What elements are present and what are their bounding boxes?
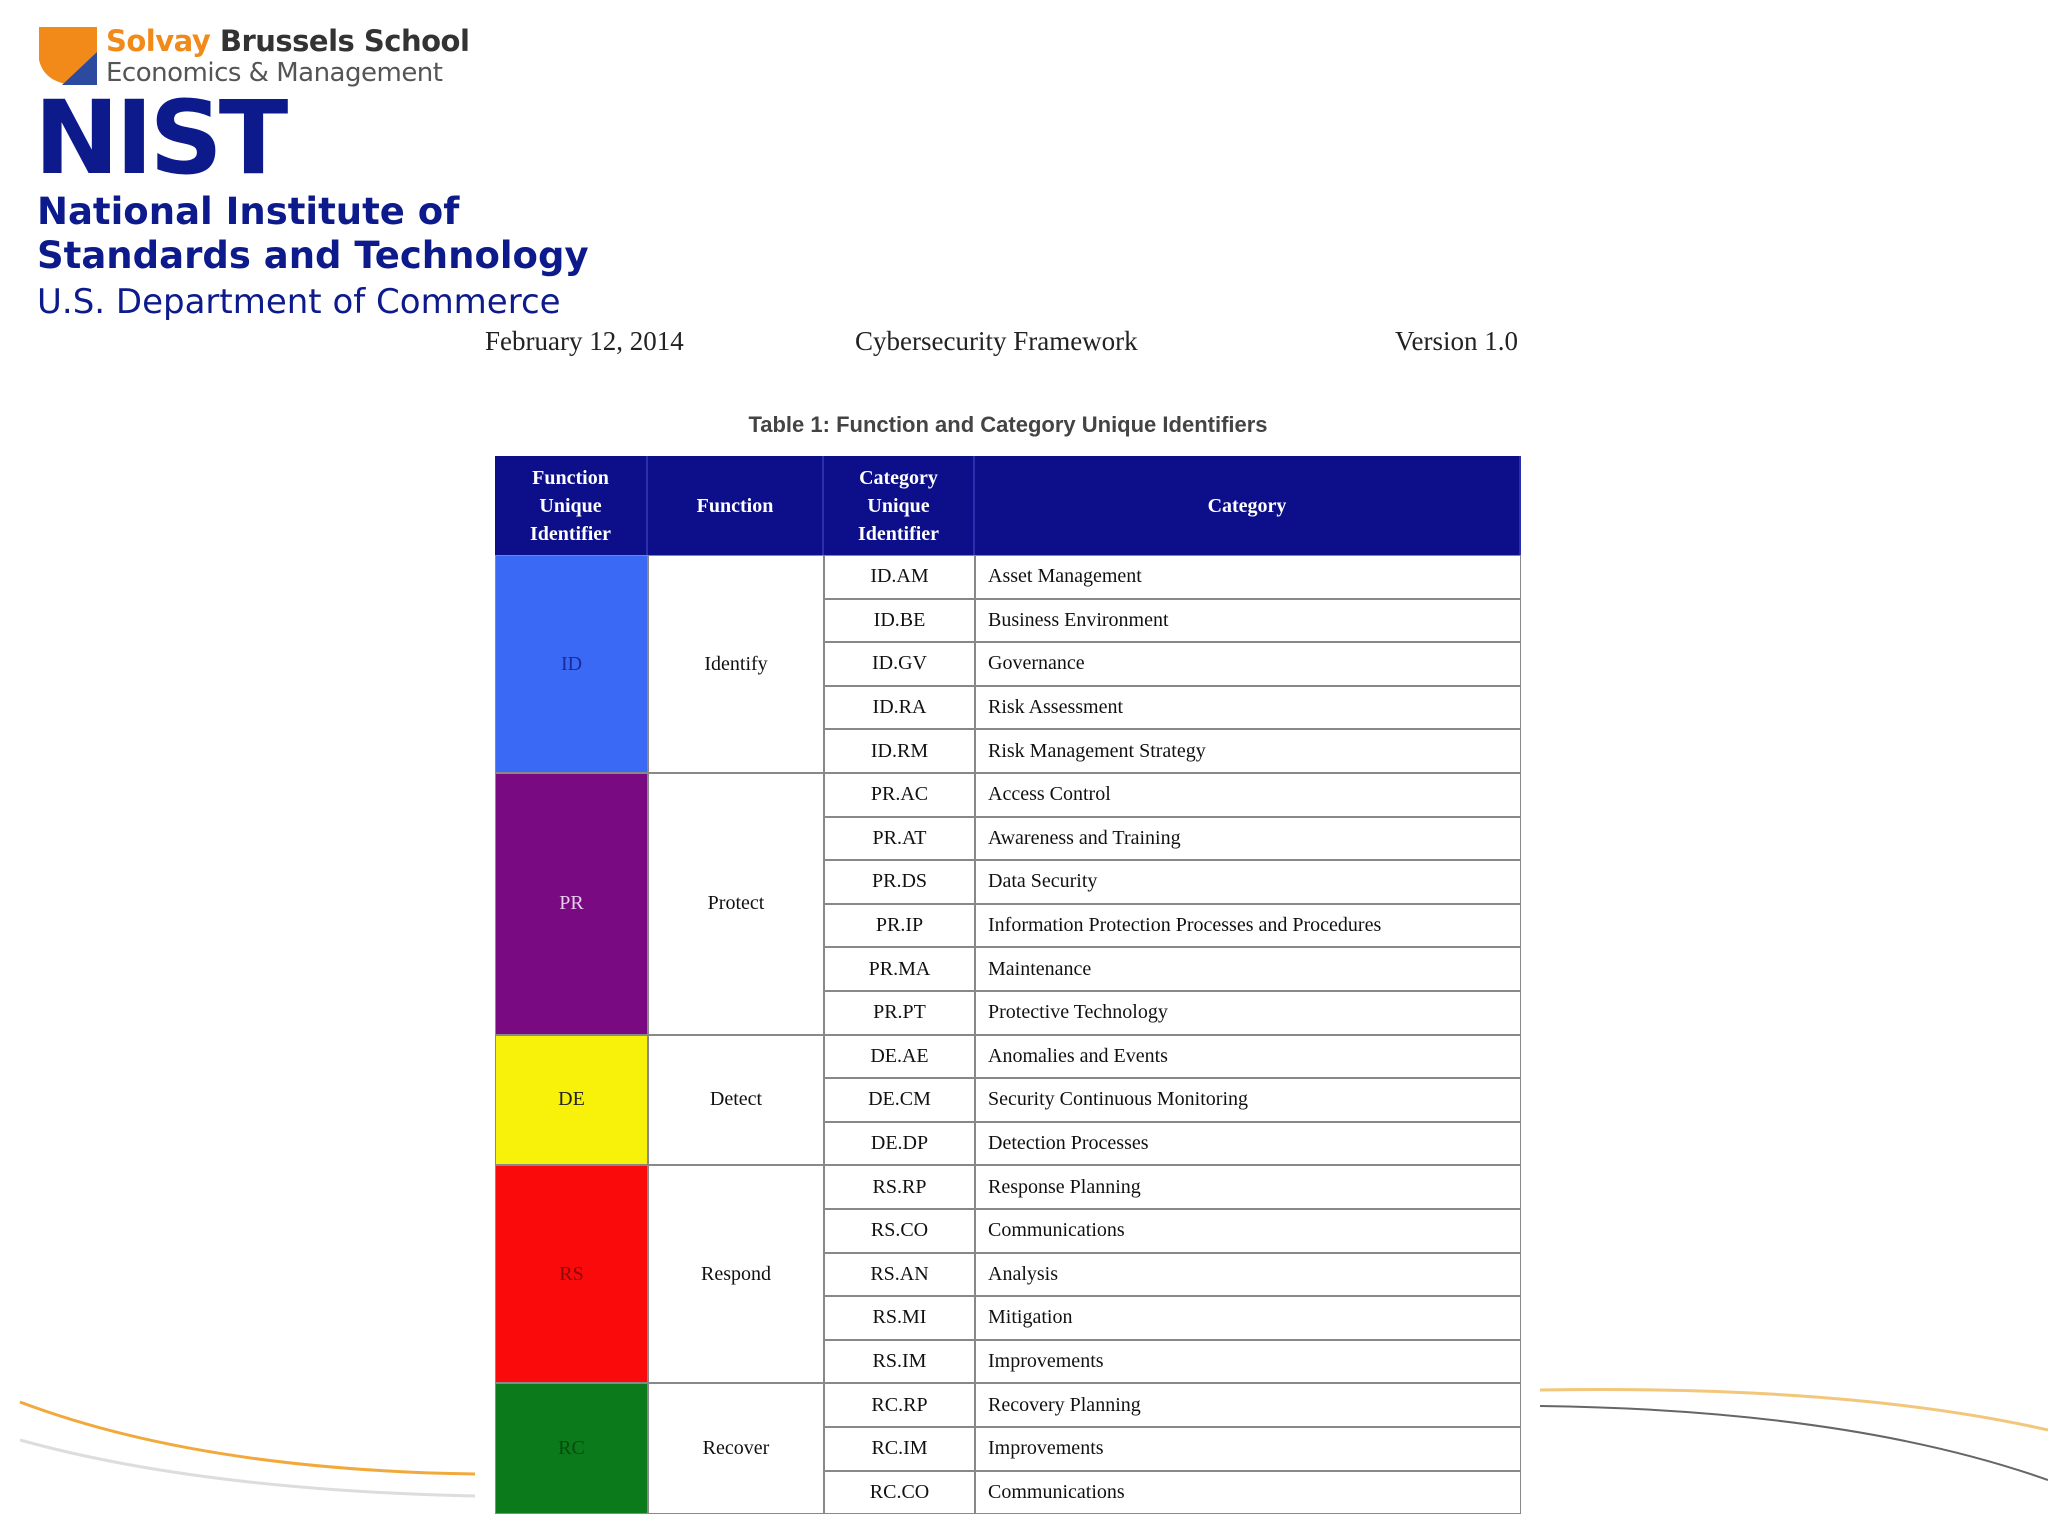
swoosh bbox=[1539, 1388, 2048, 1432]
swoosh bbox=[19, 1438, 476, 1498]
category-id: PR.PT bbox=[824, 991, 975, 1035]
function-id: PR bbox=[495, 773, 648, 1035]
category-id: PR.DS bbox=[824, 860, 975, 904]
category-id: DE.DP bbox=[824, 1121, 975, 1166]
category-id: RS.RP bbox=[824, 1165, 975, 1209]
function-name: Identify bbox=[648, 555, 824, 773]
category-name: Data Security bbox=[975, 860, 1521, 904]
column-header: Function bbox=[648, 456, 824, 555]
category-name: Maintenance bbox=[975, 947, 1521, 991]
category-name: Analysis bbox=[975, 1252, 1521, 1297]
column-header: Category bbox=[975, 456, 1521, 555]
category-name: Governance bbox=[975, 642, 1521, 686]
column-header: Category Unique Identifier bbox=[824, 456, 975, 555]
category-id: RC.IM bbox=[824, 1427, 975, 1471]
category-id: ID.GV bbox=[824, 642, 975, 686]
category-id: RS.IM bbox=[824, 1339, 975, 1384]
column-header: Function Unique Identifier bbox=[495, 456, 648, 555]
category-name: Information Protection Processes and Pro… bbox=[975, 903, 1521, 948]
category-name: Response Planning bbox=[975, 1165, 1521, 1209]
solvay-mark bbox=[62, 52, 97, 85]
solvay-brand: Solvay bbox=[106, 24, 211, 58]
category-id: ID.BE bbox=[824, 598, 975, 643]
swoosh bbox=[19, 1400, 476, 1476]
function-id: DE bbox=[495, 1034, 648, 1166]
category-id: RC.CO bbox=[824, 1470, 975, 1515]
solvay-school: Brussels School bbox=[219, 24, 470, 58]
doc-date: February 12, 2014 bbox=[485, 326, 684, 356]
category-name: Protective Technology bbox=[975, 991, 1521, 1035]
nist-line: Standards and Technology bbox=[37, 234, 589, 277]
function-name: Detect bbox=[648, 1034, 824, 1166]
category-id: ID.RA bbox=[824, 685, 975, 730]
category-id: RC.RP bbox=[824, 1383, 975, 1427]
solvay-subtitle: Economics & Management bbox=[106, 58, 443, 88]
category-name: Anomalies and Events bbox=[975, 1034, 1521, 1079]
category-name: Risk Assessment bbox=[975, 685, 1521, 730]
function-id: ID bbox=[495, 555, 648, 773]
function-name: Respond bbox=[648, 1165, 824, 1384]
category-id: PR.AC bbox=[824, 773, 975, 817]
category-id: RS.AN bbox=[824, 1252, 975, 1297]
category-id: RS.MI bbox=[824, 1296, 975, 1340]
table-caption: Table 1: Function and Category Unique Id… bbox=[748, 412, 1268, 437]
category-name: Business Environment bbox=[975, 598, 1521, 643]
category-name: Detection Processes bbox=[975, 1121, 1521, 1166]
category-name: Improvements bbox=[975, 1339, 1521, 1384]
category-id: ID.RM bbox=[824, 729, 975, 773]
doc-version: Version 1.0 bbox=[1395, 326, 1518, 356]
category-name: Asset Management bbox=[975, 555, 1521, 599]
function-id: RS bbox=[495, 1165, 648, 1384]
category-id: PR.IP bbox=[824, 903, 975, 948]
category-id: DE.AE bbox=[824, 1034, 975, 1079]
category-name: Risk Management Strategy bbox=[975, 729, 1521, 773]
category-name: Recovery Planning bbox=[975, 1383, 1521, 1427]
nist-mark: NIST bbox=[34, 79, 288, 198]
category-name: Improvements bbox=[975, 1427, 1521, 1471]
category-name: Security Continuous Monitoring bbox=[975, 1078, 1521, 1122]
function-name: Recover bbox=[648, 1383, 824, 1515]
category-id: PR.MA bbox=[824, 947, 975, 991]
function-id: RC bbox=[495, 1383, 648, 1515]
category-name: Access Control bbox=[975, 773, 1521, 817]
category-name: Communications bbox=[975, 1209, 1521, 1253]
category-id: ID.AM bbox=[824, 555, 975, 599]
doc-title: Cybersecurity Framework bbox=[855, 326, 1138, 356]
swoosh bbox=[1539, 1405, 2048, 1481]
nist-line: National Institute of bbox=[37, 190, 460, 233]
solvay-title: Solvay Brussels School bbox=[106, 24, 470, 58]
category-name: Mitigation bbox=[975, 1296, 1521, 1340]
category-id: RS.CO bbox=[824, 1209, 975, 1253]
category-id: DE.CM bbox=[824, 1078, 975, 1122]
category-id: PR.AT bbox=[824, 816, 975, 861]
nist-line: U.S. Department of Commerce bbox=[37, 282, 561, 322]
category-name: Communications bbox=[975, 1470, 1521, 1515]
function-name: Protect bbox=[648, 773, 824, 1035]
category-name: Awareness and Training bbox=[975, 816, 1521, 861]
